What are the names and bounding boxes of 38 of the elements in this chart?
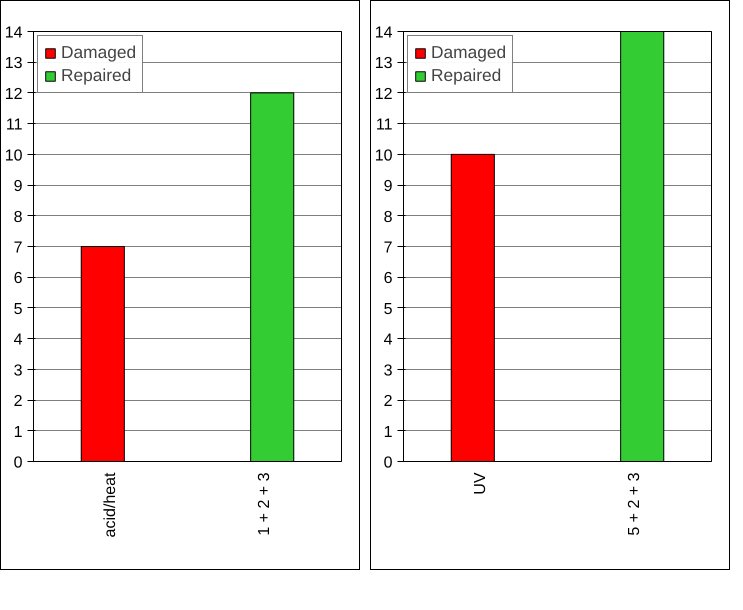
legend-label: Repaired bbox=[61, 65, 132, 86]
x-tick-label: acid/heat bbox=[102, 472, 119, 538]
y-tick-label: 9 bbox=[384, 178, 393, 196]
y-tick-label: 7 bbox=[14, 240, 23, 256]
y-tick-label: 14 bbox=[4, 24, 23, 42]
y-tick-label: 14 bbox=[374, 24, 393, 42]
y-tick-label: 2 bbox=[14, 393, 23, 410]
legend-label: Damaged bbox=[431, 42, 506, 63]
y-tick-label: 13 bbox=[4, 55, 23, 72]
y-tick-label: 8 bbox=[384, 208, 393, 226]
y-tick-label: 7 bbox=[384, 240, 393, 256]
x-tick-label: UV bbox=[472, 472, 489, 495]
y-tick-label: 2 bbox=[384, 393, 393, 410]
y-tick-label: 3 bbox=[14, 362, 23, 380]
y-tick-label: 3 bbox=[384, 362, 393, 380]
y-tick-label: 13 bbox=[374, 55, 393, 72]
legend-label: Damaged bbox=[61, 42, 136, 63]
y-tick-label: 11 bbox=[376, 116, 393, 134]
y-tick-label: 5 bbox=[14, 300, 23, 318]
y-tick-label: 10 bbox=[4, 147, 23, 164]
y-tick-label: 12 bbox=[374, 86, 393, 103]
y-tick-label: 0 bbox=[14, 454, 23, 472]
y-tick-label: 4 bbox=[384, 332, 393, 349]
y-tick-label: 12 bbox=[4, 86, 23, 103]
y-tick-label: 9 bbox=[14, 178, 23, 196]
y-tick-label: 1 bbox=[384, 424, 393, 441]
y-tick-label: 10 bbox=[374, 147, 393, 164]
y-tick-label: 11 bbox=[6, 116, 23, 134]
y-tick-label: 0 bbox=[384, 454, 393, 472]
y-tick-label: 6 bbox=[14, 270, 23, 288]
y-tick-label: 5 bbox=[384, 300, 393, 318]
y-tick-label: 8 bbox=[14, 208, 23, 226]
y-tick-label: 4 bbox=[14, 332, 23, 349]
y-tick-label: 6 bbox=[384, 270, 393, 288]
x-tick-label: 1 + 2 + 3 bbox=[256, 472, 273, 536]
x-tick-label: 5 + 2 + 3 bbox=[626, 472, 643, 536]
legend-label: Repaired bbox=[431, 65, 502, 86]
y-tick-label: 1 bbox=[14, 424, 23, 441]
